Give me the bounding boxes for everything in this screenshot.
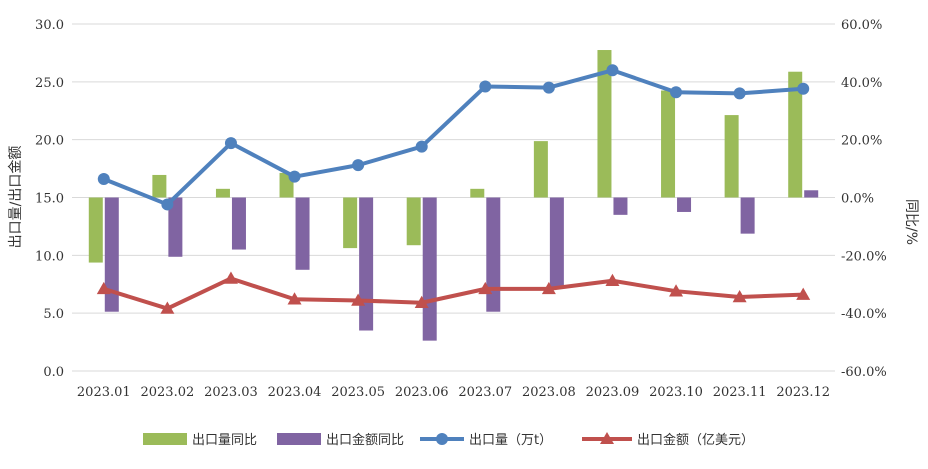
data-point: [606, 64, 619, 77]
right-tick-label: 0.0%: [841, 192, 874, 207]
data-point: [223, 271, 238, 284]
left-tick-label: 15.0: [35, 192, 64, 207]
x-tick-label: 2023.05: [331, 385, 385, 400]
left-axis-ticks: 0.0 5.0 10.0 15.0 20.0 25.0 30.0: [35, 18, 64, 380]
bar: [613, 197, 628, 215]
bar: [152, 174, 167, 198]
data-point: [732, 289, 747, 303]
gridlines: [72, 23, 835, 372]
data-point: [96, 281, 111, 295]
right-axis-ticks: -60.0% -40.0% -20.0% 0.0% 20.0% 40.0% 60.0%: [841, 18, 887, 380]
x-tick-label: 2023.03: [204, 385, 258, 400]
data-point: [541, 281, 556, 295]
bar: [549, 197, 564, 288]
data-point: [605, 273, 620, 287]
right-tick-label: -20.0%: [841, 249, 887, 264]
right-axis-title: 同比/%: [903, 199, 919, 245]
bar: [533, 141, 548, 198]
bar: [359, 197, 374, 331]
left-tick-label: 30.0: [35, 18, 64, 33]
bar: [788, 71, 803, 198]
legend-label: 出口金额同比: [326, 432, 404, 448]
legend: 出口量同比 出口金额同比 出口量（万t） 出口金额（亿美元）: [143, 432, 754, 448]
data-point: [479, 80, 492, 93]
bar: [406, 197, 421, 246]
left-tick-label: 20.0: [35, 134, 64, 149]
series-line: [103, 68, 804, 207]
data-point: [160, 301, 175, 314]
legend-label: 出口量（万t）: [469, 433, 552, 448]
left-tick-label: 5.0: [43, 307, 64, 322]
bar: [88, 197, 103, 263]
right-tick-label: 40.0%: [841, 76, 882, 91]
legend-label: 出口金额（亿美元）: [637, 432, 754, 448]
data-point: [351, 293, 366, 306]
x-tick-label: 2023.11: [713, 385, 767, 400]
bar: [724, 115, 739, 198]
data-point: [97, 172, 110, 185]
left-axis-title: 出口量/出口金额: [8, 146, 24, 249]
bar: [168, 197, 183, 257]
data-point: [224, 137, 237, 150]
bar: [215, 188, 230, 198]
bar: [740, 197, 755, 234]
data-point: [670, 86, 683, 99]
bar: [597, 50, 612, 198]
bar: [661, 90, 676, 198]
right-tick-label: -60.0%: [841, 365, 887, 380]
left-tick-label: 0.0: [43, 365, 64, 380]
data-point: [414, 295, 429, 309]
data-point: [478, 281, 493, 295]
bar: [104, 197, 119, 312]
bar: [486, 197, 501, 312]
x-tick-label: 2023.02: [140, 385, 194, 400]
series-line: [103, 276, 804, 311]
legend-swatch: [143, 433, 187, 445]
x-tick-label: 2023.08: [522, 385, 576, 400]
legend-marker: [600, 432, 614, 444]
x-tick-label: 2023.07: [458, 385, 512, 400]
bar: [804, 190, 819, 198]
left-tick-label: 10.0: [35, 249, 64, 264]
line-series: [96, 64, 811, 314]
bar: [343, 197, 358, 249]
bar: [677, 197, 692, 212]
data-point: [797, 82, 810, 95]
legend-marker: [436, 433, 448, 445]
bar: [422, 197, 437, 341]
bar: [231, 197, 246, 250]
data-point: [415, 140, 428, 153]
data-point: [352, 159, 365, 172]
legend-label: 出口量同比: [192, 433, 257, 448]
x-tick-label: 2023.04: [268, 385, 322, 400]
right-tick-label: 20.0%: [841, 134, 882, 149]
data-point: [796, 287, 811, 300]
legend-swatch: [277, 433, 321, 445]
data-point: [287, 292, 302, 305]
bar: [295, 197, 310, 270]
x-tick-label: 2023.12: [776, 385, 830, 400]
x-tick-label: 2023.09: [586, 385, 640, 400]
data-point: [161, 198, 174, 211]
x-tick-label: 2023.10: [649, 385, 703, 400]
right-tick-label: 60.0%: [841, 18, 882, 33]
data-point: [288, 170, 301, 183]
bar-series: [88, 50, 819, 341]
x-tick-label: 2023.06: [395, 385, 449, 400]
x-tick-label: 2023.01: [77, 385, 131, 400]
data-point: [669, 284, 684, 297]
bar: [470, 188, 485, 198]
x-axis-ticks: 2023.01 2023.02 2023.03 2023.04 2023.05 2023.…: [77, 385, 830, 400]
data-point: [733, 87, 746, 100]
data-point: [542, 81, 555, 94]
left-tick-label: 25.0: [35, 76, 64, 91]
right-tick-label: -40.0%: [841, 307, 887, 322]
